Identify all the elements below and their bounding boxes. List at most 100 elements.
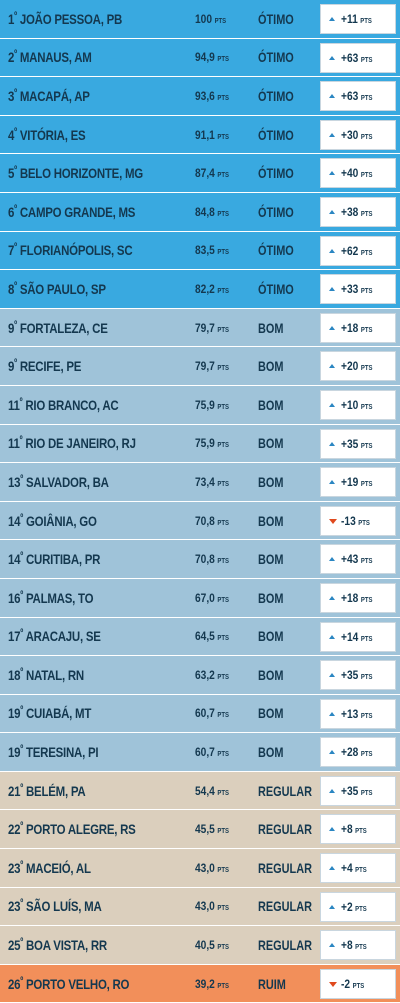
points-unit: PTS	[360, 712, 373, 720]
city-name: NATAL, RN	[25, 666, 84, 683]
change-box: +33 PTS	[320, 274, 396, 305]
change-box: -13 PTS	[320, 505, 396, 536]
city-name: SÃO PAULO, SP	[19, 280, 106, 297]
points-unit: PTS	[358, 519, 370, 527]
change-value: +4 PTS	[341, 861, 367, 875]
points-unit: PTS	[360, 403, 373, 411]
row-main: 14º CURITIBA, PR 70,8 PTS BOM	[0, 540, 318, 578]
table-row: 26º PORTO VELHO, RO 39,2 PTS RUIM -2 PTS	[0, 964, 400, 1003]
city-name: PORTO VELHO, RO	[25, 975, 130, 992]
rating-label: BOM	[258, 628, 284, 645]
rank-ordinal: º	[19, 435, 23, 447]
rank-number: 14	[8, 512, 21, 529]
table-row: 2º MANAUS, AM 94,9 PTS ÓTIMO +63 PTS	[0, 38, 400, 78]
table-row: 9º FORTALEZA, CE 79,7 PTS BOM +18 PTS	[0, 308, 400, 348]
rank-ordinal: º	[14, 87, 17, 99]
row-main: 7º FLORIANÓPOLIS, SC 83,5 PTS ÓTIMO	[0, 232, 318, 270]
row-main: 23º MACEIÓ, AL 43,0 PTS REGULAR	[0, 849, 318, 887]
rank-ordinal: º	[20, 975, 24, 987]
score-number: 91,1	[195, 127, 215, 142]
points-unit: PTS	[217, 828, 229, 836]
score-number: 39,2	[195, 976, 215, 991]
points-unit: PTS	[360, 288, 373, 296]
points-unit: PTS	[217, 673, 229, 681]
triangle-up-icon	[329, 171, 335, 176]
score-value: 60,7 PTS	[195, 745, 229, 759]
rank-ordinal: º	[19, 396, 23, 408]
triangle-down-icon	[329, 518, 337, 524]
city-label: 8º SÃO PAULO, SP	[8, 281, 106, 297]
points-unit: PTS	[360, 365, 373, 373]
row-main: 9º RECIFE, PE 79,7 PTS BOM	[0, 347, 318, 385]
score-number: 43,0	[195, 899, 215, 914]
row-main: 17º ARACAJU, SE 64,5 PTS BOM	[0, 618, 318, 656]
points-unit: PTS	[360, 558, 373, 566]
score-number: 70,8	[195, 513, 215, 528]
triangle-up-icon	[329, 441, 335, 446]
triangle-up-icon	[329, 132, 335, 137]
score-number: 60,7	[195, 706, 215, 721]
score-value: 64,5 PTS	[195, 629, 229, 643]
city-name: CURITIBA, PR	[25, 551, 101, 568]
triangle-up-icon	[329, 287, 335, 292]
change-number: +33	[341, 282, 359, 297]
triangle-down-icon	[329, 981, 337, 987]
change-box: +13 PTS	[320, 698, 396, 729]
change-number: +63	[341, 50, 359, 65]
change-box: +19 PTS	[320, 467, 396, 498]
triangle-up-icon	[329, 943, 335, 948]
rank-ordinal: º	[20, 859, 24, 871]
row-main: 26º PORTO VELHO, RO 39,2 PTS RUIM	[0, 965, 318, 1003]
score-number: 40,5	[195, 938, 215, 953]
score-value: 54,4 PTS	[195, 784, 229, 798]
points-unit: PTS	[360, 481, 373, 489]
rank-ordinal: º	[14, 49, 17, 61]
rank-number: 13	[8, 473, 21, 490]
score-value: 84,8 PTS	[195, 205, 229, 219]
rank-ordinal: º	[14, 280, 17, 292]
triangle-up-icon	[329, 673, 335, 678]
rank-number: 17	[8, 628, 21, 645]
city-name: VITÓRIA, ES	[19, 126, 86, 143]
points-unit: PTS	[355, 867, 367, 875]
rank-ordinal: º	[14, 165, 17, 177]
city-label: 23º SÃO LUÍS, MA	[8, 898, 102, 914]
points-unit: PTS	[217, 133, 229, 141]
city-name: MACAPÁ, AP	[19, 87, 90, 104]
score-number: 45,5	[195, 822, 215, 837]
rank-number: 22	[8, 821, 21, 838]
rating-label: ÓTIMO	[258, 87, 294, 104]
city-label: 5º BELO HORIZONTE, MG	[8, 165, 143, 181]
change-box: +63 PTS	[320, 81, 396, 112]
score-value: 43,0 PTS	[195, 861, 229, 875]
points-unit: PTS	[217, 944, 229, 952]
rank-number: 26	[8, 975, 21, 992]
row-main: 22º PORTO ALEGRE, RS 45,5 PTS REGULAR	[0, 810, 318, 848]
change-number: -13	[341, 513, 356, 528]
city-label: 14º GOIÂNIA, GO	[8, 513, 97, 529]
score-value: 75,9 PTS	[195, 398, 229, 412]
triangle-up-icon	[329, 248, 335, 253]
row-main: 18º NATAL, RN 63,2 PTS BOM	[0, 656, 318, 694]
score-value: 73,4 PTS	[195, 475, 229, 489]
points-unit: PTS	[217, 635, 229, 643]
rating-label: ÓTIMO	[258, 280, 294, 297]
table-row: 4º VITÓRIA, ES 91,1 PTS ÓTIMO +30 PTS	[0, 115, 400, 155]
points-unit: PTS	[355, 828, 367, 836]
row-main: 2º MANAUS, AM 94,9 PTS ÓTIMO	[0, 39, 318, 77]
table-row: 7º FLORIANÓPOLIS, SC 83,5 PTS ÓTIMO +62 PTS	[0, 231, 400, 271]
change-number: +63	[341, 89, 359, 104]
change-box: -2 PTS	[320, 968, 396, 999]
row-main: 19º TERESINA, PI 60,7 PTS BOM	[0, 733, 318, 771]
city-label: 13º SALVADOR, BA	[8, 474, 109, 490]
change-box: +62 PTS	[320, 235, 396, 266]
rank-ordinal: º	[20, 628, 24, 640]
score-number: 70,8	[195, 552, 215, 567]
change-box: +18 PTS	[320, 312, 396, 343]
points-unit: PTS	[360, 674, 373, 682]
change-value: +62 PTS	[341, 244, 372, 258]
points-unit: PTS	[360, 789, 373, 797]
rating-label: ÓTIMO	[258, 165, 294, 182]
points-unit: PTS	[217, 442, 229, 450]
